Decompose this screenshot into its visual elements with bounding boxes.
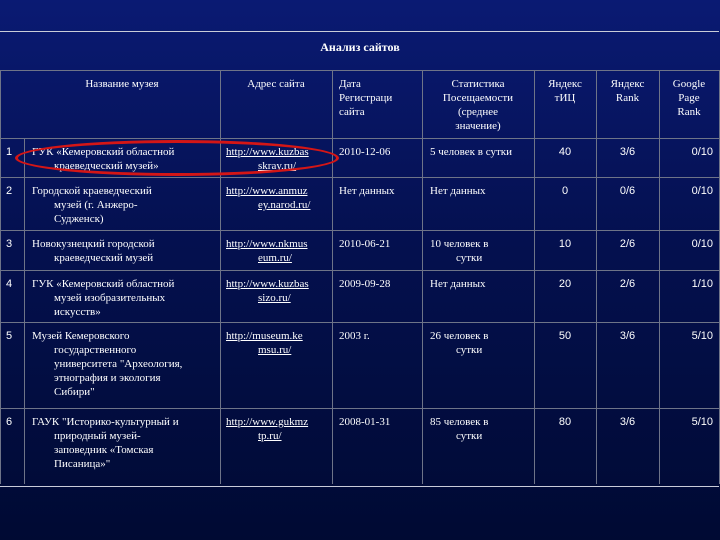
header-tic: Яндекс тИЦ: [548, 78, 582, 104]
museum-name: Новокузнецкий городской краеведческий му…: [32, 238, 155, 264]
site-url-link[interactable]: http://www.nkmus eum.ru/: [226, 238, 308, 264]
row-number: 5: [6, 330, 13, 342]
yandex-tic: 50: [558, 330, 572, 342]
registration-date: 2010-06-21: [339, 238, 391, 250]
google-pagerank: 0/10: [691, 146, 713, 158]
museum-name: ГУК «Кемеровский областной музей изобраз…: [32, 278, 175, 318]
yandex-rank: 0/6: [619, 185, 636, 197]
header-url: Адрес сайта: [247, 78, 305, 90]
header-stats: Статистика Посещаемости (среднее значени…: [442, 78, 514, 132]
registration-date: 2010-12-06: [339, 146, 391, 158]
registration-date: 2003 г.: [339, 330, 370, 342]
row-number: 2: [6, 185, 13, 197]
header-name: Название музея: [85, 78, 159, 90]
visit-stats: 10 человек в сутки: [430, 238, 489, 264]
museum-name: Городской краеведческий музей (г. Анжеро…: [32, 185, 152, 225]
row-number: 6: [6, 416, 13, 428]
row-number: 3: [6, 238, 13, 250]
google-pagerank: 5/10: [691, 330, 713, 342]
yandex-tic: 40: [558, 146, 572, 158]
visit-stats: Нет данных: [430, 185, 486, 197]
table-title: Анализ сайтов: [320, 40, 400, 54]
museum-name: Музей Кемеровского государственного унив…: [32, 330, 183, 398]
visit-stats: 85 человек в сутки: [430, 416, 489, 442]
visit-stats: 5 человек в сутки: [430, 146, 512, 158]
yandex-rank: 3/6: [619, 146, 636, 158]
google-pagerank: 0/10: [691, 238, 713, 250]
registration-date: 2009-09-28: [339, 278, 391, 290]
yandex-rank: 2/6: [619, 238, 636, 250]
table-frame: [0, 31, 719, 487]
yandex-tic: 0: [561, 185, 569, 197]
highlight-ellipse: [15, 140, 339, 176]
google-pagerank: 0/10: [691, 185, 713, 197]
museum-name: ГАУК "Историко-культурный и природный му…: [32, 416, 179, 470]
site-url-link[interactable]: http://www.gukmz tp.ru/: [226, 416, 309, 442]
yandex-rank: 3/6: [619, 330, 636, 342]
yandex-tic: 10: [558, 238, 572, 250]
site-url-link[interactable]: http://www.anmuz ey.narod.ru/: [226, 185, 311, 211]
google-pagerank: 5/10: [691, 416, 713, 428]
registration-date: 2008-01-31: [339, 416, 391, 428]
visit-stats: 26 человек в сутки: [430, 330, 489, 356]
header-date: Дата Регистраци сайта: [339, 78, 393, 118]
site-url-link[interactable]: http://museum.ke msu.ru/: [226, 330, 303, 356]
row-number: 1: [6, 146, 13, 158]
yandex-rank: 2/6: [619, 278, 636, 290]
visit-stats: Нет данных: [430, 278, 486, 290]
yandex-tic: 80: [558, 416, 572, 428]
google-pagerank: 1/10: [691, 278, 713, 290]
yandex-tic: 20: [558, 278, 572, 290]
header-yrank: Яндекс Rank: [610, 78, 645, 104]
yandex-rank: 3/6: [619, 416, 636, 428]
header-prank: Google Page Rank: [672, 78, 706, 118]
site-url-link[interactable]: http://www.kuzbas sizo.ru/: [226, 278, 309, 304]
row-number: 4: [6, 278, 13, 290]
registration-date: Нет данных: [339, 185, 395, 197]
